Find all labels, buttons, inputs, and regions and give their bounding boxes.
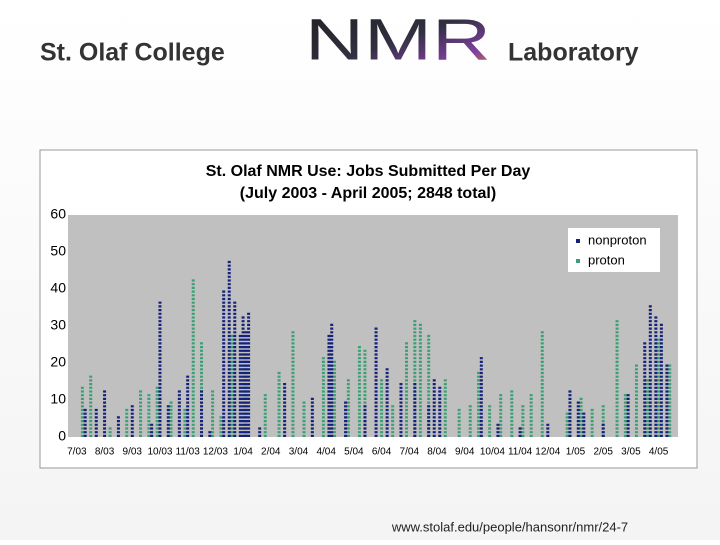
y-tick-label: 0 <box>58 428 66 444</box>
y-tick-label: 50 <box>50 243 66 259</box>
x-tick-label: 10/04 <box>480 447 505 458</box>
marks <box>80 259 672 437</box>
x-tick-label: 12/04 <box>535 447 560 458</box>
x-tick-label: 6/04 <box>372 447 392 458</box>
header-left: St. Olaf College <box>40 39 225 67</box>
x-tick-label: 9/04 <box>455 447 475 458</box>
x-tick-label: 4/04 <box>316 447 336 458</box>
footer: www.stolaf.edu/people/hansonr/nmr/24-7 <box>391 519 628 534</box>
x-tick-label: 8/04 <box>427 447 447 458</box>
x-tick-label: 3/05 <box>621 447 641 458</box>
y-tick-label: 30 <box>50 317 66 333</box>
x-tick-label: 4/05 <box>649 447 669 458</box>
x-tick-label: 3/04 <box>289 447 309 458</box>
y-tick-label: 40 <box>50 280 66 296</box>
x-tick-label: 12/03 <box>203 447 228 458</box>
x-tick-label: 2/04 <box>261 447 281 458</box>
legend-swatch <box>576 239 580 243</box>
x-tick-label: 1/05 <box>566 447 586 458</box>
x-tick-label: 7/03 <box>67 447 87 458</box>
header-right: Laboratory <box>508 39 639 67</box>
x-tick-label: 11/04 <box>508 447 533 458</box>
x-tick-label: 8/03 <box>95 447 115 458</box>
x-tick-label: 11/03 <box>176 447 201 458</box>
legend-label: proton <box>588 252 625 267</box>
x-tick-label: 9/03 <box>123 447 143 458</box>
x-tick-label: 7/04 <box>400 447 420 458</box>
x-tick-label: 10/03 <box>147 447 172 458</box>
legend-swatch <box>576 259 580 263</box>
header-logo: NMR <box>305 7 491 72</box>
legend-label: nonproton <box>588 232 647 247</box>
x-tick-label: 5/04 <box>344 447 364 458</box>
x-tick-label: 1/04 <box>233 447 253 458</box>
y-tick-label: 20 <box>50 354 66 370</box>
chart-subtitle: (July 2003 - April 2005; 2848 total) <box>240 185 496 202</box>
chart-title: St. Olaf NMR Use: Jobs Submitted Per Day <box>206 163 531 180</box>
legend-box <box>568 228 660 272</box>
y-tick-label: 10 <box>50 391 66 407</box>
y-tick-label: 60 <box>50 206 66 222</box>
x-tick-label: 2/05 <box>593 447 613 458</box>
legend: nonproton proton <box>568 228 660 272</box>
